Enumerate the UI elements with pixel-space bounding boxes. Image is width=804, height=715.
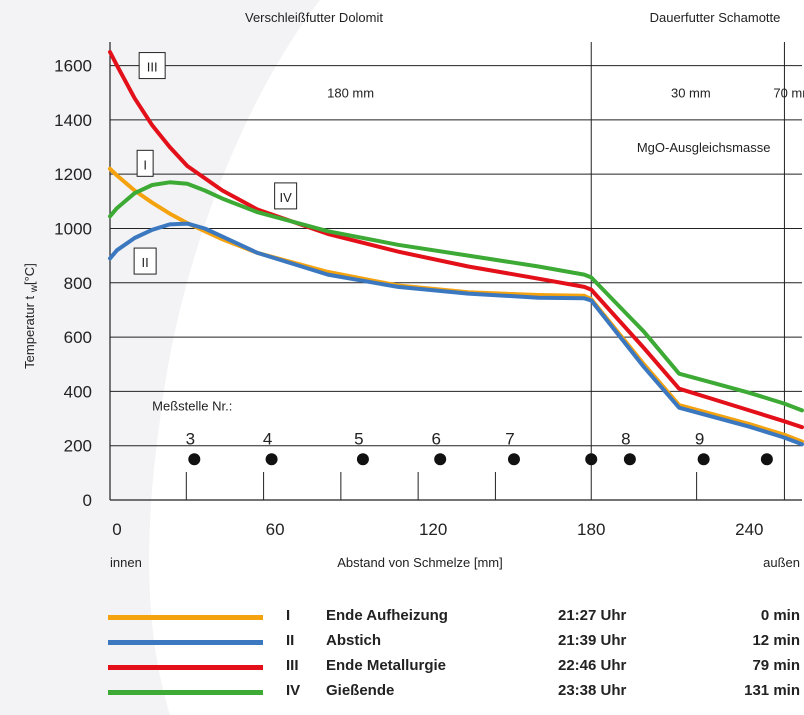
legend-number: III	[286, 657, 299, 674]
legend-number: I	[286, 607, 291, 624]
y-tick-label: 0	[83, 491, 92, 510]
curve-label-box	[136, 149, 154, 177]
zone-label: MgO-Ausgleichsmasse	[637, 140, 771, 155]
curve-label: II	[142, 255, 149, 270]
zone-label: 70 mm	[773, 86, 804, 101]
legend-duration: 79 min	[752, 657, 800, 674]
y-axis-label: Temperatur t w[°C]	[22, 263, 40, 369]
measure-point-marker	[356, 453, 369, 466]
x-tick-label: 60	[266, 520, 285, 539]
measure-point-label: 9	[695, 429, 704, 448]
curve-label-box	[138, 52, 166, 80]
measure-point-label: 6	[431, 429, 440, 448]
measure-point-label: 3	[186, 429, 195, 448]
measure-point-label: 4	[263, 429, 272, 448]
x-axis-left-label: innen	[110, 555, 142, 570]
series-line-iv	[108, 180, 804, 413]
legend-row: III Ende Metallurgie 22:46 Uhr 79 min	[100, 654, 800, 679]
legend-row: IV Gießende 23:38 Uhr 131 min	[100, 679, 800, 704]
y-tick-label: 800	[64, 274, 92, 293]
legend-name: Ende Aufheizung	[326, 607, 448, 624]
legend-time: 21:39 Uhr	[558, 632, 627, 649]
legend-time: 22:46 Uhr	[558, 657, 627, 674]
legend-name: Gießende	[326, 682, 395, 699]
series-line-iii	[108, 50, 804, 430]
measure-point-label: 7	[505, 429, 514, 448]
measure-point-marker	[265, 453, 278, 466]
curve-label: III	[147, 60, 158, 75]
measure-point-label: 5	[354, 429, 363, 448]
x-tick-label: 120	[419, 520, 447, 539]
curve-label: IV	[279, 190, 292, 205]
x-tick-label: 180	[577, 520, 605, 539]
legend-number: IV	[286, 682, 301, 699]
legend-name: Abstich	[326, 632, 382, 649]
legend-duration: 131 min	[744, 682, 800, 699]
legend-swatch-iv	[108, 690, 263, 695]
measure-point-marker	[507, 453, 520, 466]
curve-label-box	[133, 247, 157, 275]
header-label-left: Verschleißfutter Dolomit	[245, 10, 383, 25]
legend-row: II Abstich 21:39 Uhr 12 min	[100, 629, 800, 654]
y-tick-label: 400	[64, 382, 92, 401]
measure-point-label: 8	[621, 429, 630, 448]
measure-point-marker	[760, 453, 773, 466]
x-tick-label: 240	[735, 520, 763, 539]
legend-time: 23:38 Uhr	[558, 682, 627, 699]
legend-swatch-iii	[108, 665, 263, 670]
legend-time: 21:27 Uhr	[558, 607, 627, 624]
y-tick-label: 1400	[54, 111, 92, 130]
y-tick-label: 1600	[54, 57, 92, 76]
series-line-ii	[108, 221, 804, 447]
x-axis-right-label: außen	[763, 555, 800, 570]
y-tick-label: 1000	[54, 219, 92, 238]
measure-point-marker	[434, 453, 447, 466]
x-axis-label: Abstand von Schmelze [mm]	[337, 555, 502, 570]
y-tick-label: 200	[64, 437, 92, 456]
legend-number: II	[286, 632, 295, 649]
header-label-right: Dauerfutter Schamotte	[650, 10, 781, 25]
x-tick-label: 0	[112, 520, 121, 539]
curve-label-box	[274, 182, 298, 210]
legend-swatch-i	[108, 615, 263, 620]
legend-name: Ende Metallurgie	[326, 657, 447, 674]
measure-title: Meßstelle Nr.:	[152, 398, 232, 413]
measure-point-marker	[623, 453, 636, 466]
legend-row: I Ende Aufheizung 21:27 Uhr 0 min	[100, 604, 800, 629]
measure-point-marker	[188, 453, 201, 466]
curve-label: I	[143, 157, 147, 172]
legend-swatch-ii	[108, 640, 263, 645]
legend-duration: 12 min	[752, 632, 800, 649]
zone-label: 30 mm	[671, 86, 711, 101]
zone-label: 180 mm	[327, 86, 374, 101]
legend-duration: 0 min	[760, 607, 800, 624]
y-tick-label: 600	[64, 328, 92, 347]
legend: I Ende Aufheizung 21:27 Uhr 0 min II Abs…	[100, 604, 800, 704]
measure-point-marker	[697, 453, 710, 466]
measure-point-marker	[585, 453, 598, 466]
y-tick-label: 1200	[54, 165, 92, 184]
